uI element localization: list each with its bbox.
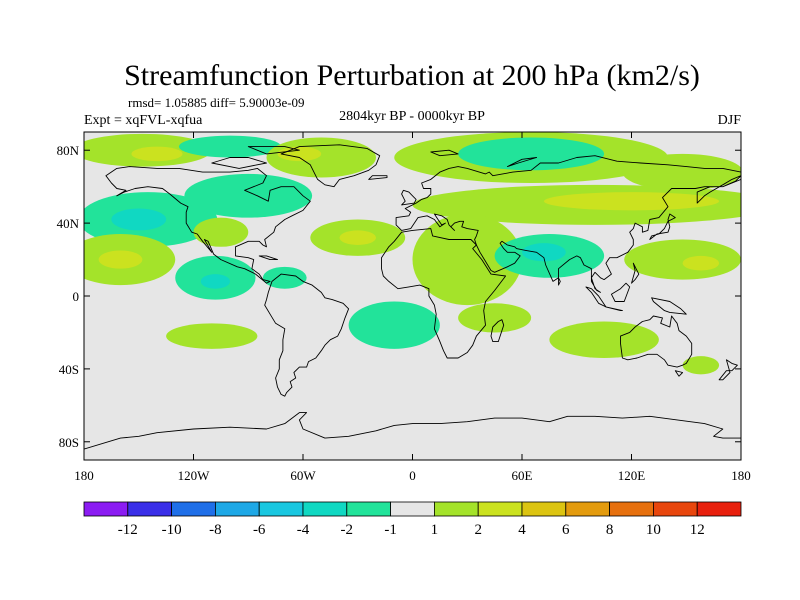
- x-tick-label: 0: [409, 468, 416, 483]
- anomaly-region: [458, 303, 532, 333]
- coastline: [395, 155, 741, 293]
- coastline: [84, 412, 741, 460]
- colorbar-swatch: [127, 501, 173, 517]
- colorbar-swatch: [83, 501, 129, 517]
- anomaly-region: [98, 250, 143, 269]
- coastline: [674, 370, 684, 377]
- colorbar-label: -2: [341, 522, 354, 538]
- anomaly-fill-layer: [84, 132, 741, 375]
- anomaly-region: [622, 153, 741, 191]
- y-tick-label: 80S: [59, 435, 79, 450]
- anomaly-region: [193, 217, 249, 247]
- anomaly-region: [166, 323, 258, 349]
- anomaly-region: [412, 213, 522, 306]
- anomaly-region: [277, 146, 322, 162]
- anomaly-region: [262, 266, 307, 289]
- colorbar-label: 2: [474, 522, 482, 538]
- anomaly-region: [200, 274, 230, 289]
- anomaly-region: [682, 356, 720, 375]
- x-tick-label: 120W: [178, 468, 211, 483]
- anomaly-region: [549, 321, 659, 358]
- coastline: [280, 144, 381, 188]
- colorbar-swatch: [477, 501, 523, 517]
- anomaly-region: [458, 137, 605, 171]
- period-label: 2804kyr BP - 0000kyr BP: [339, 109, 485, 124]
- colorbar-swatch: [390, 501, 435, 517]
- coastline: [620, 315, 693, 368]
- y-tick-label: 40S: [59, 362, 79, 377]
- colorbar-swatch: [653, 501, 698, 517]
- colorbar-swatch: [346, 501, 391, 517]
- coastline: [105, 166, 311, 284]
- anomaly-region: [624, 239, 741, 280]
- season-label: DJF: [718, 113, 742, 128]
- coastline: [610, 282, 631, 302]
- colorbar-swatch: [696, 501, 742, 517]
- colorbar-label: 4: [518, 522, 526, 538]
- colorbar-label: 12: [690, 522, 705, 538]
- colorbar-label: -4: [297, 522, 310, 538]
- colorbar-label: 8: [606, 522, 614, 538]
- coastline-layer: [84, 144, 741, 460]
- colorbar-label: -8: [209, 522, 222, 538]
- anomaly-region: [131, 146, 183, 162]
- anomaly-region: [543, 192, 720, 211]
- coastline: [211, 157, 267, 169]
- anomaly-region: [111, 208, 167, 231]
- experiment-label: Expt = xqFVL-xqfua: [84, 113, 203, 128]
- coastline: [718, 359, 738, 381]
- anomaly-region: [348, 301, 440, 349]
- anomaly-region: [184, 173, 313, 218]
- anomaly-region: [682, 255, 720, 271]
- anomaly-region: [522, 243, 566, 262]
- x-tick-label: 180: [74, 468, 94, 483]
- coastline: [506, 157, 538, 168]
- coastline: [649, 213, 676, 240]
- x-tick-label: 120E: [618, 468, 646, 483]
- y-tick-label: 80N: [57, 143, 80, 158]
- coastline: [258, 255, 278, 261]
- colorbar-swatch: [302, 501, 348, 517]
- x-tick-label: 60W: [290, 468, 316, 483]
- colorbar-label: -10: [162, 522, 182, 538]
- y-axis: 80N 40N 0 40S 80S: [57, 143, 741, 450]
- coastline: [558, 277, 561, 286]
- colorbar: -12 -10 -8 -6 -4 -2 -1 1 2 4 6 8 10 12: [83, 501, 742, 538]
- colorbar-swatch: [609, 501, 654, 517]
- anomaly-region: [178, 135, 282, 158]
- coastline: [605, 306, 623, 312]
- x-tick-label: 180: [731, 468, 751, 483]
- colorbar-swatch: [521, 501, 567, 517]
- coastline: [490, 319, 505, 343]
- x-axis: 180 120W 60W 0 60E 120E 180: [74, 132, 751, 483]
- coastline: [368, 175, 388, 180]
- colorbar-label: 6: [562, 522, 570, 538]
- colorbar-swatch: [565, 501, 610, 517]
- chart-title: Streamfunction Perturbation at 200 hPa (…: [124, 59, 700, 92]
- colorbar-swatch: [258, 501, 304, 517]
- coastline: [401, 189, 417, 206]
- map-plot-area: [83, 131, 742, 461]
- stats-label: rmsd= 1.05885 diff= 5.90003e-09: [128, 95, 305, 110]
- coastline: [264, 273, 350, 397]
- coastline: [247, 146, 300, 155]
- anomaly-region: [339, 230, 376, 245]
- colorbar-label: 10: [646, 522, 661, 538]
- colorbar-label: 1: [431, 522, 439, 538]
- colorbar-swatch: [171, 501, 216, 517]
- colorbar-label: -6: [253, 522, 266, 538]
- colorbar-label: -1: [384, 522, 397, 538]
- y-tick-label: 40N: [57, 216, 80, 231]
- x-tick-label: 60E: [512, 468, 533, 483]
- coastline: [651, 297, 687, 315]
- coastline: [430, 149, 459, 157]
- y-tick-label: 0: [73, 289, 80, 304]
- coastline: [381, 228, 507, 359]
- colorbar-label: -12: [118, 522, 138, 538]
- colorbar-swatch: [214, 501, 260, 517]
- coastline: [631, 262, 640, 284]
- colorbar-swatch: [433, 501, 479, 517]
